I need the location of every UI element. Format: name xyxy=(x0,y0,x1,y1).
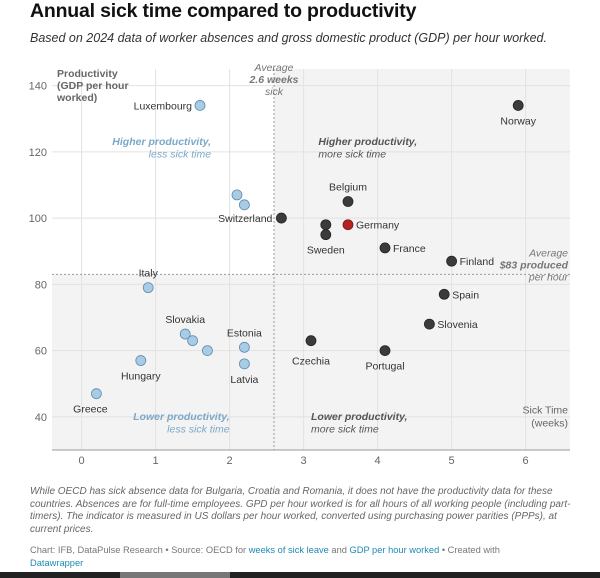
x-tick-label: 4 xyxy=(375,455,381,467)
page-bottom-bar xyxy=(0,572,600,578)
data-point-estonia xyxy=(238,341,250,353)
source-and: and xyxy=(328,545,350,555)
data-point-portugal xyxy=(379,345,391,357)
point-label-switzerland: Switzerland xyxy=(218,213,272,225)
data-point xyxy=(320,219,332,231)
chart-source: Chart: IFB, DataPulse Research • Source:… xyxy=(30,544,590,570)
data-point-czechia xyxy=(305,335,317,347)
data-point xyxy=(187,335,199,347)
point-label-italy: Italy xyxy=(139,268,159,280)
data-point-italy xyxy=(142,282,154,294)
data-point-slovenia xyxy=(423,318,435,330)
point-label-hungary: Hungary xyxy=(121,371,161,383)
data-point-slovakia xyxy=(179,328,191,340)
data-point-switzerland xyxy=(275,212,287,224)
gdp-link[interactable]: GDP per hour worked xyxy=(349,545,440,555)
data-point-latvia xyxy=(238,358,250,370)
quadrant-label-top-left: Higher productivity, less sick time xyxy=(112,136,211,161)
quadrant-label-bottom-left: Lower productivity, less sick time xyxy=(133,411,230,436)
chart-title: Annual sick time compared to productivit… xyxy=(30,0,417,22)
data-point-luxembourg xyxy=(194,100,206,111)
x-tick-label: 1 xyxy=(153,455,159,467)
point-label-czechia: Czechia xyxy=(292,356,330,368)
x-tick-label: 6 xyxy=(523,455,529,467)
data-point-hungary xyxy=(135,355,147,366)
data-point-france xyxy=(379,242,391,254)
data-point xyxy=(231,189,243,201)
x-axis-title: Sick Time (weeks) xyxy=(522,405,568,430)
data-point xyxy=(238,199,250,211)
x-tick-label: 2 xyxy=(227,455,233,467)
point-label-estonia: Estonia xyxy=(227,327,262,339)
point-label-luxembourg: Luxembourg xyxy=(134,100,193,112)
chart-notes: While OECD has sick absence data for Bul… xyxy=(30,486,571,535)
point-label-norway: Norway xyxy=(500,115,536,127)
chart-subtitle: Based on 2024 data of worker absences an… xyxy=(30,31,547,45)
data-point-norway xyxy=(512,100,524,111)
point-label-sweden: Sweden xyxy=(307,245,345,257)
point-label-greece: Greece xyxy=(73,404,108,416)
x-tick-label: 0 xyxy=(79,455,85,467)
data-point-spain xyxy=(438,288,450,300)
data-point-belgium xyxy=(342,196,354,207)
source-suffix: • Created with xyxy=(439,545,500,555)
point-label-finland: Finland xyxy=(460,256,495,268)
data-point-sweden xyxy=(320,229,332,241)
average-productivity-label: Average $83 produced per hour xyxy=(499,247,569,283)
data-point-germany xyxy=(342,219,354,231)
scatter-chart: 40 60 80 100 120 140 0 1 2 3 4 5 6 Productivity (GDP p… xyxy=(29,62,570,467)
point-label-france: France xyxy=(393,243,426,255)
data-point-greece xyxy=(91,388,102,400)
y-tick-label: 80 xyxy=(35,279,47,291)
point-label-slovakia: Slovakia xyxy=(165,314,205,326)
point-label-spain: Spain xyxy=(452,289,479,301)
y-tick-label: 100 xyxy=(29,213,47,225)
sick-leave-link[interactable]: weeks of sick leave xyxy=(248,545,329,555)
point-label-germany: Germany xyxy=(356,220,400,232)
average-sick-label: Average 2.6 weeks sick xyxy=(248,62,298,98)
y-tick-label: 60 xyxy=(35,346,47,358)
y-axis-title: Productivity (GDP per hour worked) xyxy=(56,68,129,104)
point-label-belgium: Belgium xyxy=(329,182,367,194)
x-tick-label: 5 xyxy=(449,455,455,467)
point-label-portugal: Portugal xyxy=(365,361,404,373)
data-point-finland xyxy=(446,255,458,267)
source-prefix: Chart: IFB, DataPulse Research • Source:… xyxy=(30,545,249,555)
data-point xyxy=(201,345,213,357)
y-tick-label: 140 xyxy=(29,81,47,93)
quadrant-label-bottom-right: Lower productivity, more sick time xyxy=(311,411,408,436)
x-tick-label: 3 xyxy=(301,455,307,467)
point-label-latvia: Latvia xyxy=(230,374,258,386)
datawrapper-link[interactable]: Datawrapper xyxy=(30,558,84,568)
y-tick-label: 120 xyxy=(29,147,47,159)
point-label-slovenia: Slovenia xyxy=(437,319,477,331)
quadrant-label-top-right: Higher productivity, more sick time xyxy=(318,136,417,161)
y-tick-label: 40 xyxy=(35,412,47,424)
